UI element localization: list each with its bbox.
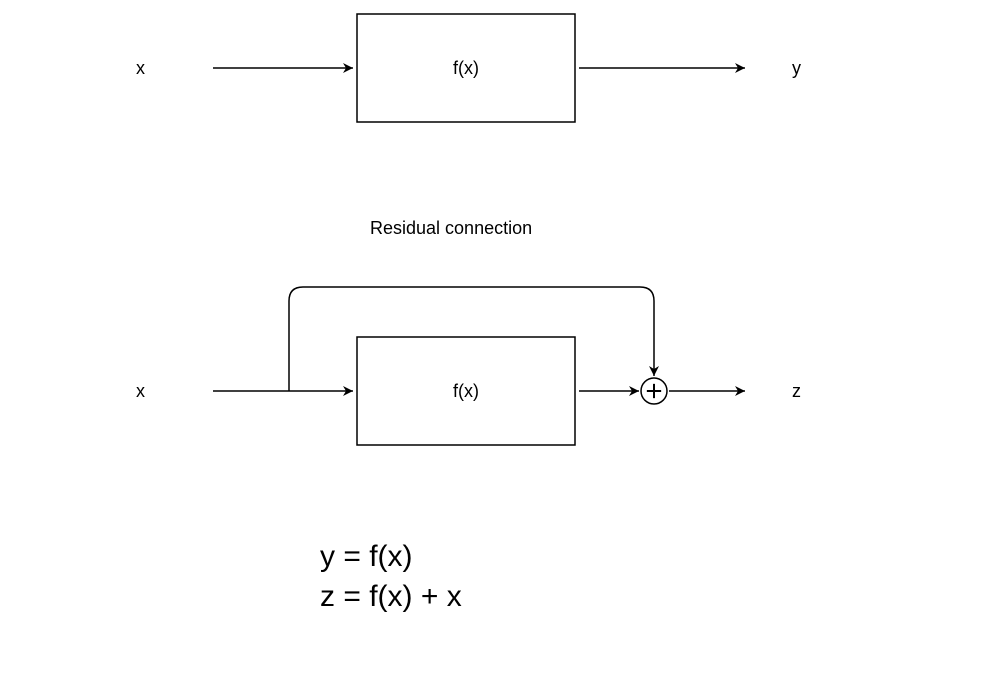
top-box-label: f(x) — [453, 58, 479, 79]
skip-connection — [289, 287, 654, 391]
top-input-label: x — [136, 58, 145, 79]
bottom-output-label: z — [792, 381, 801, 402]
bottom-input-label: x — [136, 381, 145, 402]
top-output-label: y — [792, 58, 801, 79]
equation-line-2: z = f(x) + x — [320, 580, 462, 614]
equation-line-1: y = f(x) — [320, 540, 413, 574]
bottom-box-label: f(x) — [453, 381, 479, 402]
residual-title: Residual connection — [370, 218, 532, 239]
diagram-canvas — [0, 0, 1005, 678]
